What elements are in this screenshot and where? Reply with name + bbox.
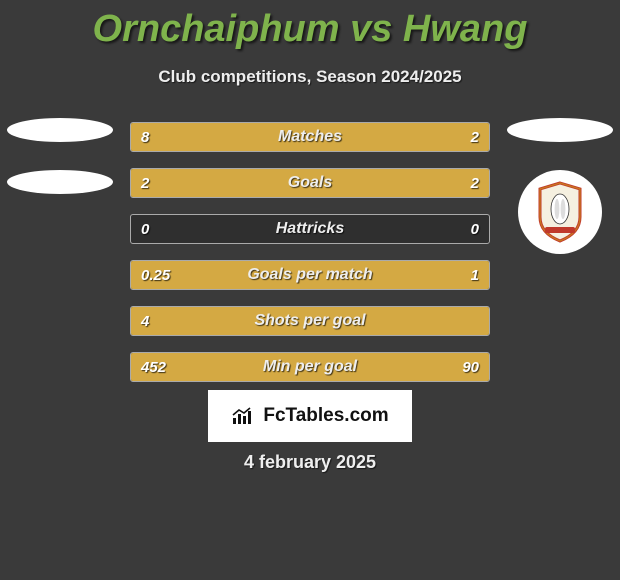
page-title: Ornchaiphum vs Hwang [0,0,620,51]
stat-value-right: 90 [462,353,479,381]
brand-text: FcTables.com [263,405,388,427]
stat-value-right: 2 [471,123,479,151]
stat-value-left: 452 [141,353,166,381]
team-logo-placeholder [507,118,613,142]
stat-label: Matches [131,123,489,151]
team-badge [518,170,602,254]
stat-row: Goals per match0.25 1 [130,260,490,290]
stat-label: Hattricks [131,215,489,243]
brand-footer[interactable]: FcTables.com [208,390,412,442]
stat-value-left: 0 [141,215,149,243]
left-team-logos [0,118,120,194]
stat-row: Min per goal452 90 [130,352,490,382]
stat-value-right: 1 [471,261,479,289]
team-logo-placeholder [7,170,113,194]
stat-value-left: 4 [141,307,149,335]
stat-value-left: 8 [141,123,149,151]
stat-row: Matches8 2 [130,122,490,152]
right-team-logos [500,118,620,254]
subtitle: Club competitions, Season 2024/2025 [0,67,620,87]
stats-table: Matches82Goals22Hattricks00Goals per mat… [130,122,490,382]
stat-row: Goals2 2 [130,168,490,198]
stat-label: Min per goal [131,353,489,381]
stat-label: Goals [131,169,489,197]
chart-icon [231,406,257,426]
stat-label: Goals per match [131,261,489,289]
shield-icon [535,181,585,243]
team-logo-placeholder [7,118,113,142]
stat-row: Shots per goal4 [130,306,490,336]
stat-label: Shots per goal [131,307,489,335]
date-text: 4 february 2025 [0,452,620,473]
stat-value-right: 2 [471,169,479,197]
stat-row: Hattricks0 0 [130,214,490,244]
stat-value-right: 0 [471,215,479,243]
stat-value-left: 0.25 [141,261,170,289]
stat-value-left: 2 [141,169,149,197]
